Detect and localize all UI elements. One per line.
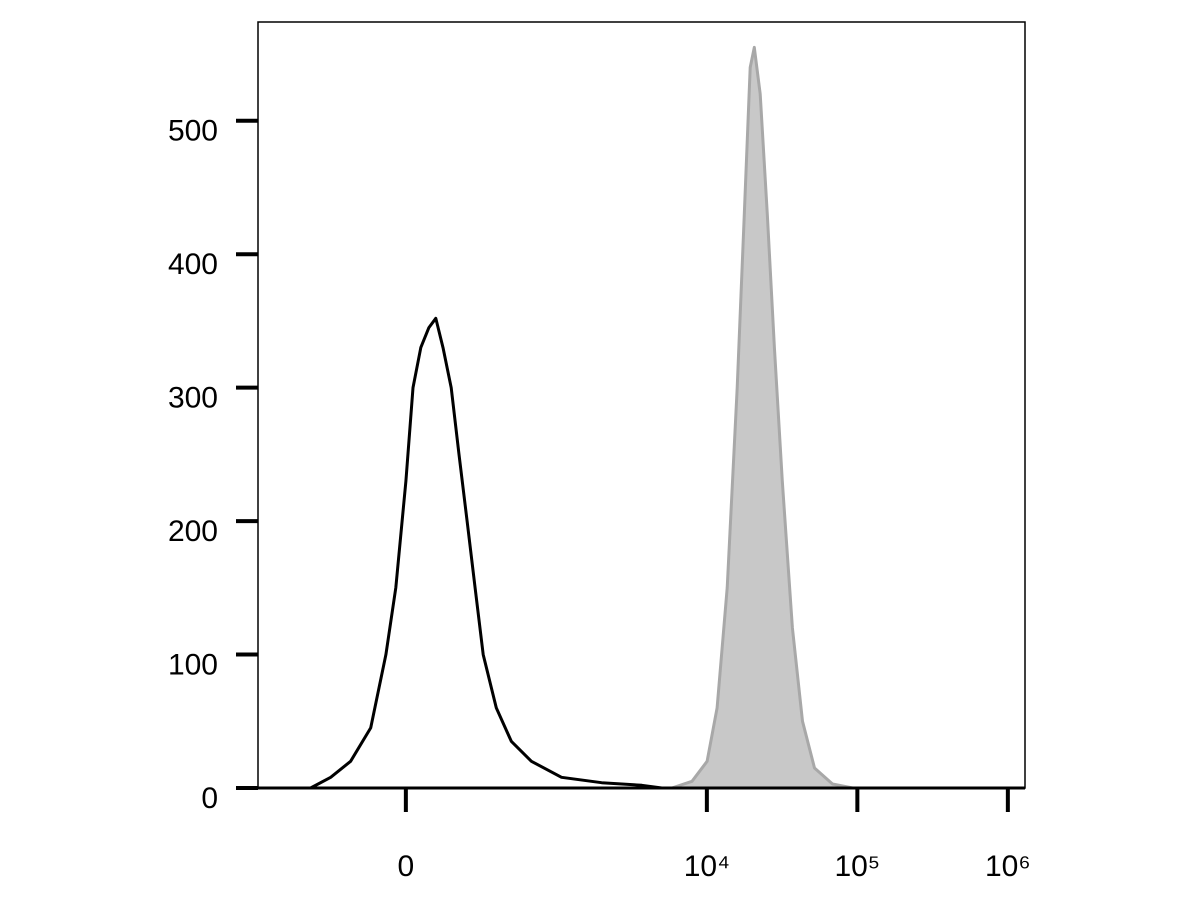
histogram-line bbox=[309, 316, 663, 790]
x-tick-label: 0 bbox=[398, 850, 415, 883]
y-tick-label: 100 bbox=[168, 648, 218, 681]
y-tick-label: 500 bbox=[168, 115, 218, 148]
plot-frame bbox=[257, 21, 1026, 789]
x-tick-label: 10⁶ bbox=[985, 850, 1031, 883]
y-tick-label: 200 bbox=[168, 515, 218, 548]
x-tick-label: 10⁴ bbox=[684, 850, 730, 883]
y-tick-label: 300 bbox=[168, 382, 218, 415]
x-tick-label: 10⁵ bbox=[834, 850, 880, 883]
y-tick-label: 0 bbox=[201, 782, 218, 815]
y-tick-label: 400 bbox=[168, 248, 218, 281]
histogram-area bbox=[670, 45, 855, 790]
